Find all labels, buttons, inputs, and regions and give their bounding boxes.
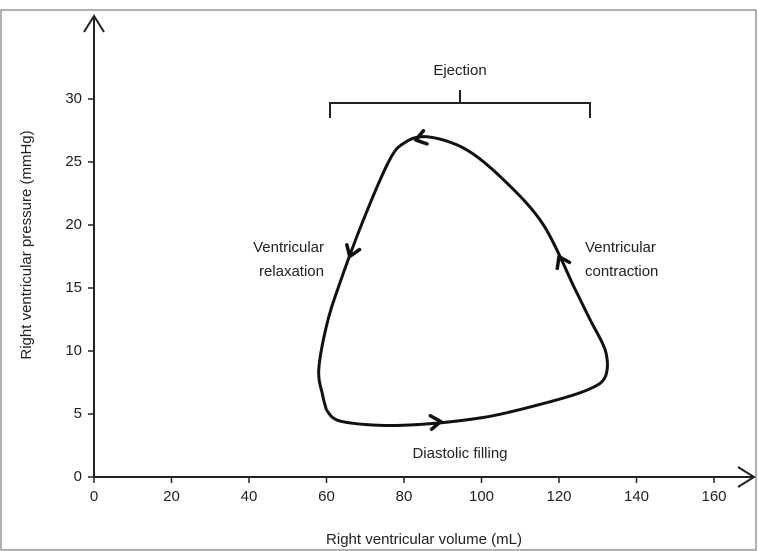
y-tick-label: 10	[65, 342, 82, 359]
y-tick-label: 15	[65, 279, 82, 296]
x-axis-label: Right ventricular volume (mL)	[326, 531, 522, 548]
y-axis-label: Right ventricular pressure (mmHg)	[18, 130, 35, 359]
x-tick-label: 0	[90, 488, 98, 505]
annotation: Diastolic filling	[412, 445, 507, 462]
y-tick-label: 0	[74, 468, 82, 485]
x-tick-label: 160	[701, 488, 726, 505]
ejection-bracket	[329, 90, 591, 118]
y-tick-label: 20	[65, 216, 82, 233]
x-tick-label: 80	[396, 488, 413, 505]
x-tick-label: 40	[241, 488, 258, 505]
y-tick-label: 5	[74, 405, 82, 422]
x-tick-label: 60	[318, 488, 335, 505]
flow-arrow	[413, 129, 429, 146]
y-tick-label: 25	[65, 153, 82, 170]
frame	[0, 9, 757, 551]
flow-arrow	[555, 254, 572, 271]
flow-arrow	[428, 413, 443, 431]
annotation: Ejection	[433, 62, 486, 79]
x-tick-label: 140	[624, 488, 649, 505]
pv-loop	[317, 135, 609, 427]
x-tick-label: 100	[469, 488, 494, 505]
y-tick-label: 30	[65, 90, 82, 107]
annotation: Ventricular	[585, 239, 656, 256]
y-axis	[83, 14, 105, 477]
annotation: relaxation	[259, 263, 324, 280]
annotation: Ventricular	[253, 239, 324, 256]
x-tick-label: 120	[546, 488, 571, 505]
x-axis	[94, 466, 756, 488]
flow-arrow	[345, 243, 362, 259]
annotation: contraction	[585, 263, 658, 280]
x-tick-label: 20	[163, 488, 180, 505]
